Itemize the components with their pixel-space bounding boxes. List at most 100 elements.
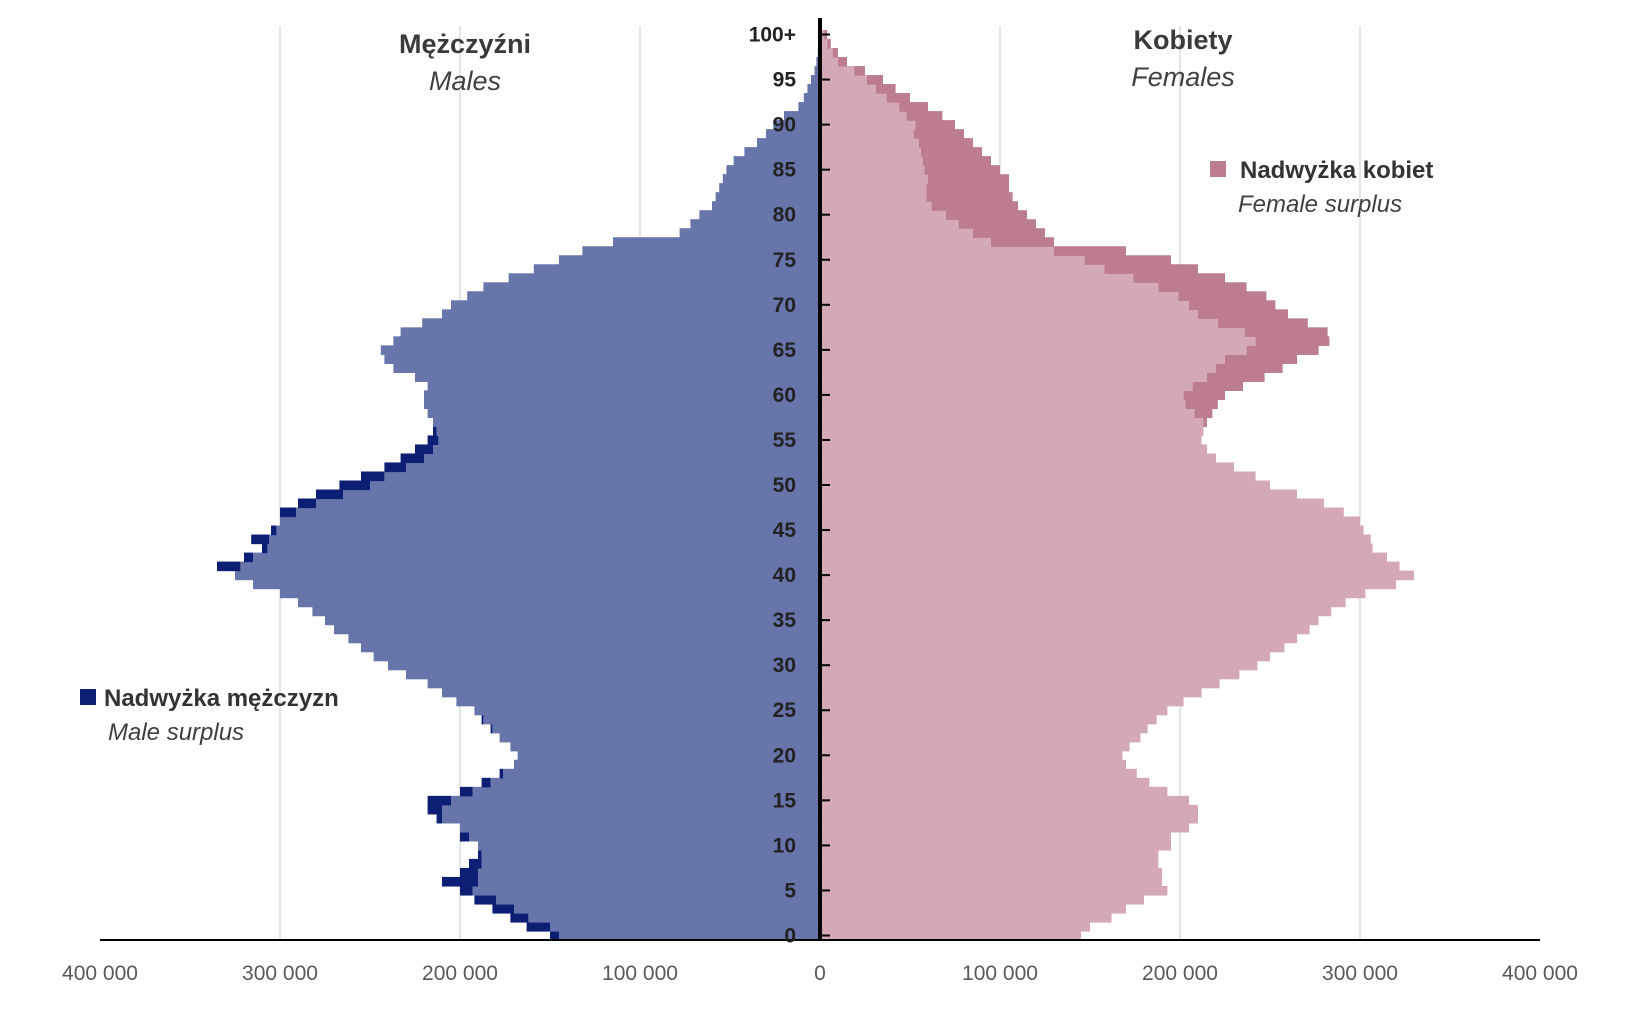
female-bar: [820, 102, 900, 112]
female-bar: [820, 741, 1130, 752]
female-surplus-bar: [1104, 264, 1198, 274]
age-tick-label: 45: [773, 519, 797, 542]
female-surplus-bar: [1158, 282, 1247, 292]
female-surplus-bar: [1192, 381, 1243, 391]
female-bar: [820, 336, 1256, 346]
female-bar: [820, 849, 1159, 860]
female-surplus-bar: [919, 138, 973, 148]
female-bar: [820, 930, 1081, 941]
female-bar: [820, 84, 876, 94]
female-surplus-bar: [1054, 246, 1126, 256]
age-tick-label: 50: [773, 474, 796, 497]
male-bar: [496, 894, 820, 905]
male-bar: [298, 597, 820, 608]
male-bar: [679, 228, 820, 238]
female-surplus-bar: [854, 66, 865, 76]
male-bar: [719, 183, 820, 193]
female-surplus-bar: [886, 93, 910, 103]
female-bar: [820, 192, 927, 202]
female-bar: [820, 615, 1319, 626]
female-bar: [820, 705, 1168, 716]
female-bar: [820, 390, 1184, 401]
female-bar: [820, 894, 1144, 905]
female-bar: [820, 813, 1198, 824]
female-bar: [820, 354, 1225, 364]
female-surplus-bar: [946, 210, 1027, 220]
female-bar: [820, 255, 1085, 265]
female-bar: [820, 291, 1179, 301]
female-bar: [820, 597, 1346, 608]
male-bar: [235, 570, 820, 581]
male-surplus-bar: [478, 849, 482, 860]
male-bar: [478, 840, 820, 851]
female-bar: [820, 66, 855, 76]
male-bar: [481, 858, 820, 869]
male-bar: [424, 453, 820, 464]
age-tick-label: 70: [773, 294, 796, 317]
male-bar: [766, 129, 820, 139]
female-bar: [820, 462, 1234, 473]
female-surplus-label: Nadwyżka kobiet: [1240, 157, 1433, 184]
female-bar: [820, 75, 867, 85]
x-tick-label: 200 000: [1142, 962, 1218, 985]
x-tick-label: 300 000: [242, 962, 318, 985]
male-surplus-bar: [469, 858, 482, 869]
female-bar: [820, 885, 1168, 896]
female-bar: [820, 642, 1285, 653]
male-bar: [499, 732, 820, 743]
female-bar: [820, 246, 1054, 256]
female-bar: [820, 48, 833, 58]
male-surplus-label: Nadwyżka mężczyzn: [104, 685, 339, 712]
age-tick-labels: 0 5 10 15 20 25 30 35 40 45 50 55 60 65 70 75 80 85 90 95 10…: [749, 24, 830, 947]
male-bar: [240, 561, 820, 572]
age-tick-label: 65: [773, 339, 797, 362]
female-bar: [820, 768, 1137, 779]
male-bar: [469, 831, 820, 842]
male-bar: [533, 264, 820, 274]
male-surplus-bar: [361, 471, 385, 482]
female-surplus-bar: [991, 237, 1054, 247]
female-bar: [820, 795, 1189, 806]
male-bar: [334, 624, 820, 635]
male-bar: [483, 282, 820, 292]
male-surplus-bar: [415, 444, 433, 455]
male-surplus-bar: [460, 867, 478, 878]
female-bar: [820, 507, 1344, 518]
female-bar: [820, 759, 1126, 770]
right-subtitle: Females: [1131, 62, 1235, 92]
female-bar: [820, 624, 1310, 635]
female-bar: [820, 534, 1371, 545]
male-surplus-bar: [271, 525, 277, 536]
female-surplus-bar: [1133, 273, 1225, 283]
female-surplus-bar: [926, 183, 1009, 193]
male-bar: [422, 318, 820, 328]
female-surplus-bar: [866, 75, 883, 85]
male-bar: [442, 687, 820, 698]
male-bar: [348, 633, 820, 644]
male-bar: [380, 345, 820, 355]
male-bar: [814, 66, 820, 76]
female-bar: [820, 660, 1258, 671]
female-bar: [820, 714, 1157, 725]
male-bar: [690, 219, 820, 229]
female-bar: [820, 543, 1373, 554]
female-surplus-bar: [1198, 309, 1288, 319]
male-surplus-bar: [400, 453, 424, 464]
female-surplus-bar: [973, 228, 1045, 238]
male-bar: [478, 876, 820, 887]
male-bar: [406, 669, 820, 680]
female-bar: [820, 201, 932, 211]
female-bar: [820, 39, 828, 49]
female-surplus-bar: [922, 156, 991, 166]
male-bar: [550, 921, 820, 932]
female-bar: [820, 57, 838, 67]
male-bar: [514, 759, 820, 770]
age-tick-label: 55: [773, 429, 797, 452]
female-bar: [820, 444, 1207, 455]
female-bar: [820, 183, 927, 193]
female-bar: [820, 120, 916, 130]
male-bar: [472, 786, 820, 797]
male-bar: [559, 255, 820, 265]
male-bar: [798, 102, 820, 112]
male-bar: [276, 525, 820, 536]
